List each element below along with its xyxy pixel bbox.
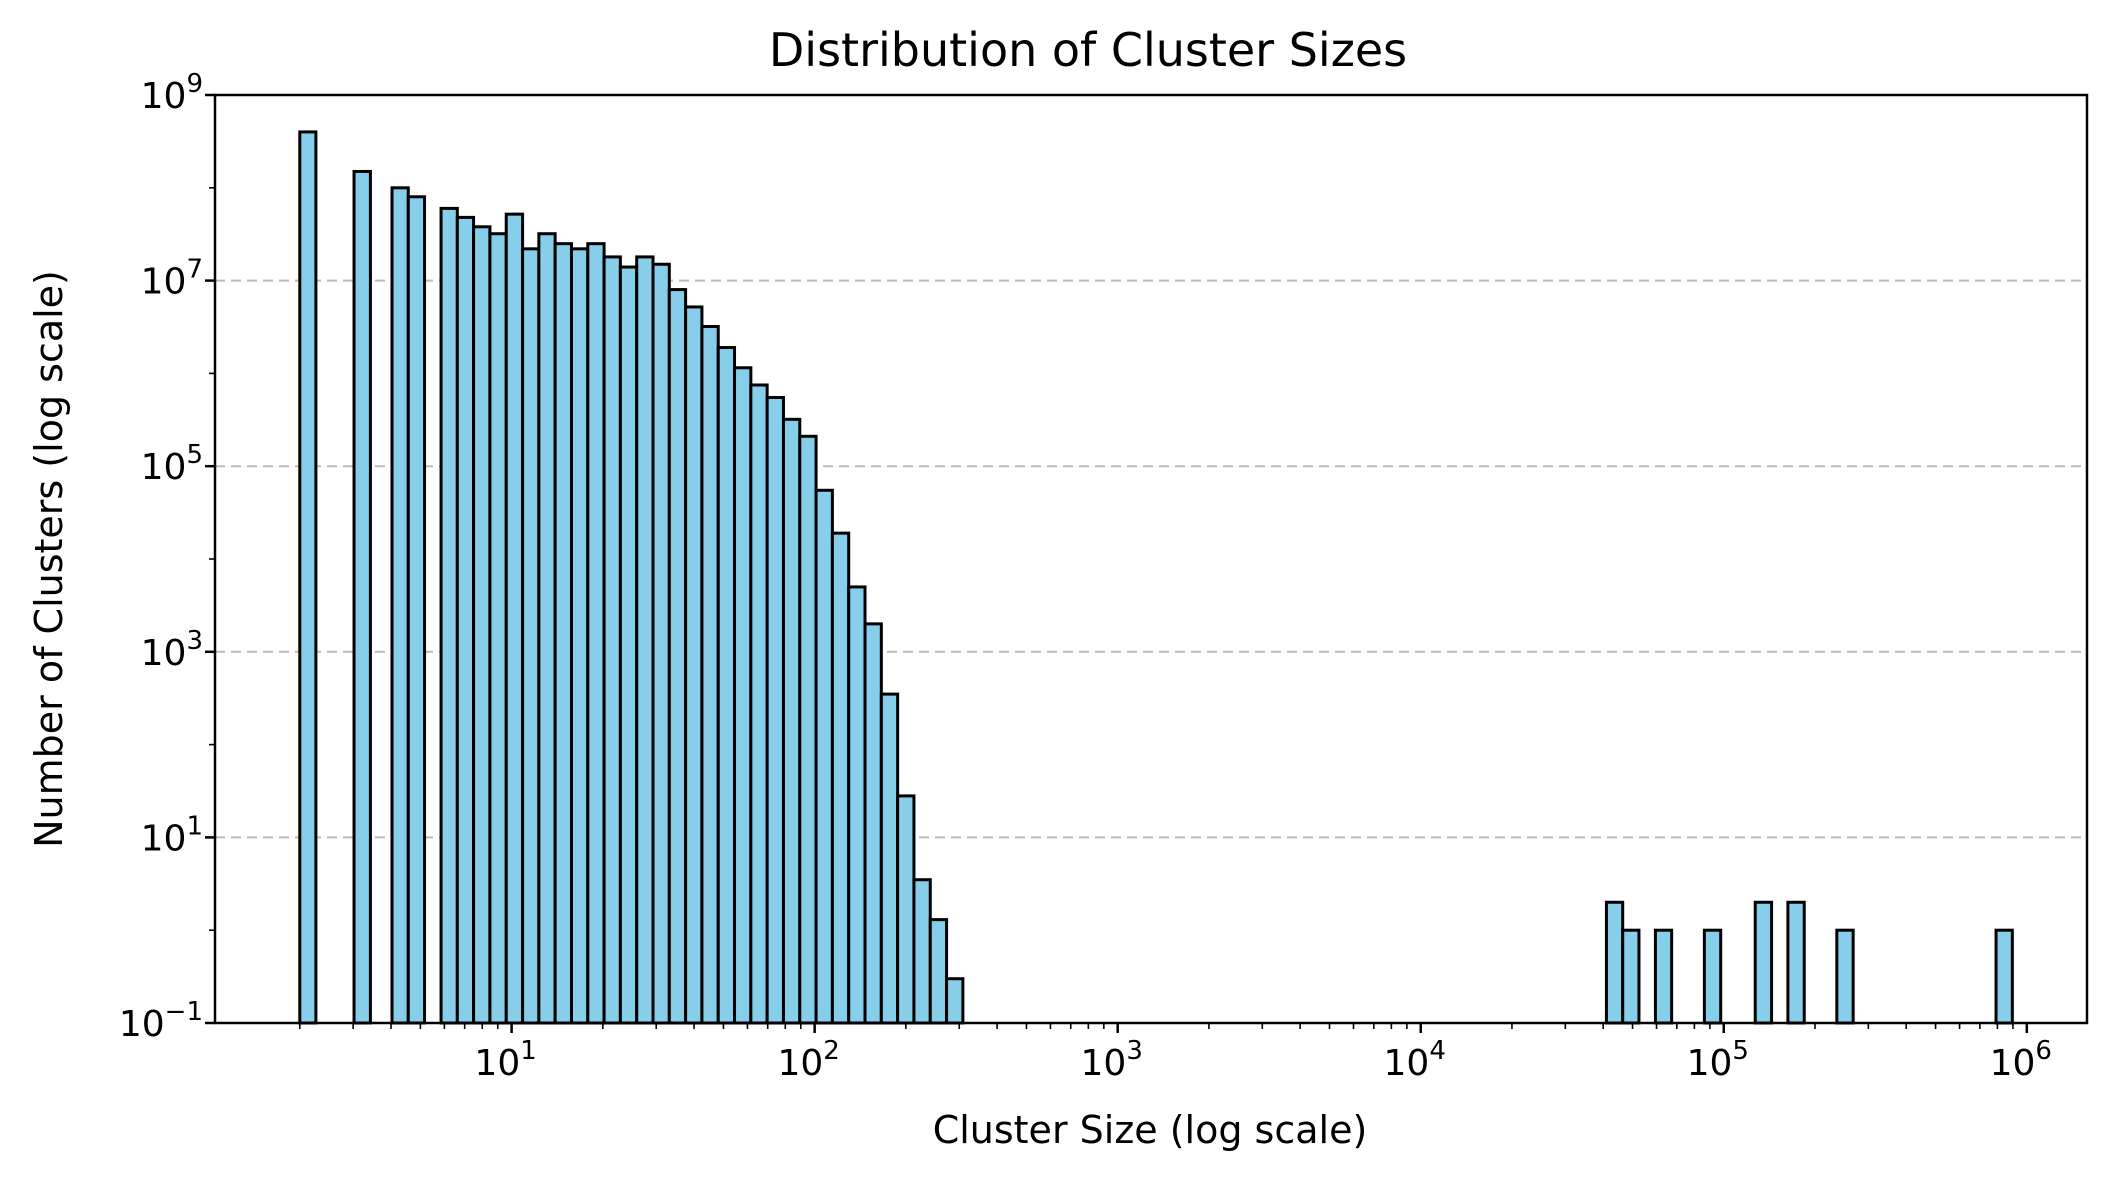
histogram-bar xyxy=(537,232,557,1025)
histogram-bar xyxy=(439,206,459,1025)
histogram-bar xyxy=(879,692,900,1025)
bars xyxy=(298,130,2014,1025)
x-tick-label: 104 xyxy=(1384,1036,1446,1084)
histogram-bar xyxy=(1702,928,1723,1025)
histogram-bar xyxy=(569,247,590,1025)
y-tick-label: 109 xyxy=(141,69,203,117)
histogram-bar xyxy=(863,622,883,1025)
y-tick-label: 10−1 xyxy=(119,997,203,1045)
histogram-bar xyxy=(488,232,508,1025)
histogram-bar xyxy=(749,383,769,1025)
histogram-bar xyxy=(602,255,622,1025)
y-tick-label: 107 xyxy=(141,255,203,303)
histogram-bar xyxy=(352,169,372,1025)
histogram-bar xyxy=(814,488,834,1025)
histogram-bar xyxy=(781,417,802,1025)
histogram-bar xyxy=(586,242,606,1025)
y-tick-label: 103 xyxy=(141,626,203,674)
axis-ticks: 10−1 101 103 105 107 109 101 102 103 104 105 106 xyxy=(119,69,2052,1084)
histogram-bar xyxy=(716,346,737,1025)
histogram-bar xyxy=(945,977,965,1025)
histogram-bar xyxy=(1835,928,1855,1025)
histogram-bar xyxy=(1753,900,1774,1025)
histogram-bar xyxy=(651,262,671,1025)
x-tick-label: 105 xyxy=(1687,1036,1749,1084)
histogram-bar xyxy=(798,434,818,1025)
plot-frame xyxy=(213,93,2089,1025)
histogram-bar xyxy=(390,186,410,1025)
x-axis-label: Cluster Size (log scale) xyxy=(933,1108,1368,1152)
histogram-bar xyxy=(553,242,573,1025)
histogram-bar xyxy=(472,225,492,1025)
x-tick-label: 106 xyxy=(1990,1036,2052,1084)
histogram-bar xyxy=(455,215,476,1025)
histogram-bar xyxy=(1786,900,1806,1025)
x-tick-label: 101 xyxy=(474,1036,536,1084)
x-tick-label: 102 xyxy=(777,1036,839,1084)
histogram-bar xyxy=(830,531,851,1025)
histogram-bar xyxy=(765,395,785,1025)
histogram-bar xyxy=(896,794,916,1025)
histogram-bar xyxy=(298,130,318,1025)
histogram-bar xyxy=(1621,928,1641,1025)
histogram-bar xyxy=(635,255,655,1025)
histogram-bar xyxy=(1994,928,2014,1025)
histogram-bar xyxy=(928,918,949,1025)
chart-title: Distribution of Cluster Sizes xyxy=(769,23,1407,77)
histogram-bar xyxy=(912,878,932,1025)
y-tick-label: 105 xyxy=(141,440,203,488)
histogram-bar xyxy=(847,585,867,1025)
histogram-bar xyxy=(1604,900,1625,1025)
histogram-bar xyxy=(521,247,541,1025)
histogram-bar xyxy=(406,195,427,1025)
y-tick-label: 101 xyxy=(141,811,203,859)
y-axis-label: Number of Clusters (log scale) xyxy=(27,270,71,848)
histogram-bar xyxy=(1653,928,1674,1025)
histogram-bar xyxy=(667,288,688,1025)
histogram-bar xyxy=(733,366,753,1025)
histogram-bar xyxy=(504,212,525,1025)
histogram-bar xyxy=(684,305,704,1025)
histogram-bar xyxy=(700,325,720,1025)
x-tick-label: 103 xyxy=(1081,1036,1143,1084)
histogram-bar xyxy=(618,265,639,1025)
